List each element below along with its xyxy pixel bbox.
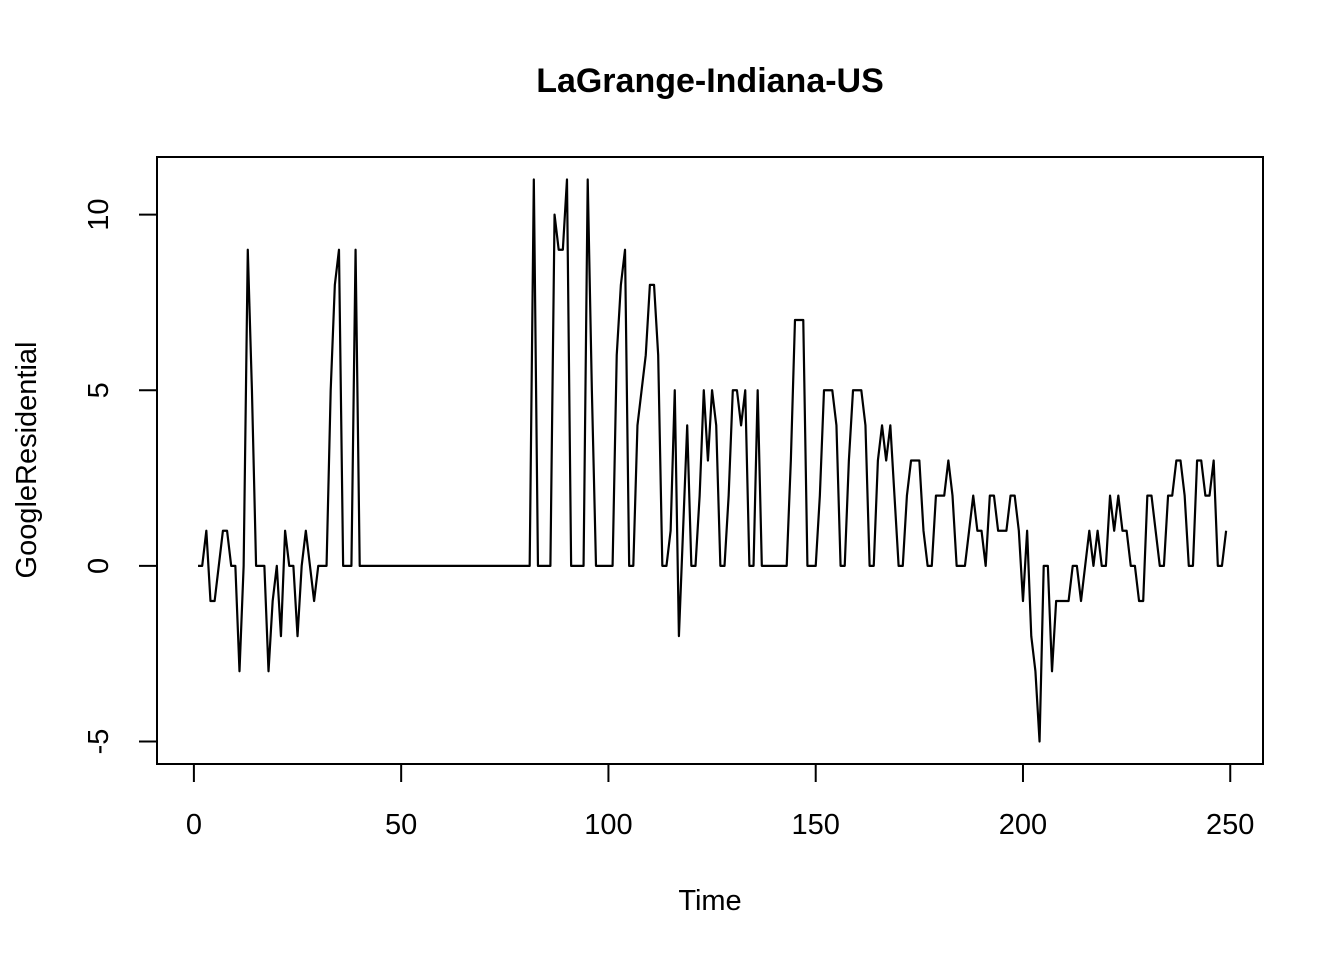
x-tick-label: 0 [186, 809, 202, 841]
x-tick-label: 150 [792, 809, 840, 841]
plot-frame [156, 156, 1264, 765]
x-tick-label: 250 [1206, 809, 1254, 841]
y-axis-label: GoogleResidential [11, 342, 43, 579]
y-tick-label: 0 [83, 558, 115, 574]
x-axis: 0 50 100 150 200 250 [186, 763, 1254, 841]
x-tick-label: 200 [999, 809, 1047, 841]
chart-title: LaGrange-Indiana-US [536, 62, 884, 100]
series-line-0 [198, 178, 1228, 743]
x-tick-label: 100 [584, 809, 632, 841]
x-tick-label: 50 [385, 809, 417, 841]
series-group [198, 178, 1228, 743]
y-tick-label: 10 [83, 198, 115, 230]
y-tick-label: 5 [83, 382, 115, 398]
x-axis-label: Time [678, 885, 741, 917]
y-axis: -5 0 5 10 [83, 198, 158, 755]
y-tick-label: -5 [83, 729, 115, 755]
